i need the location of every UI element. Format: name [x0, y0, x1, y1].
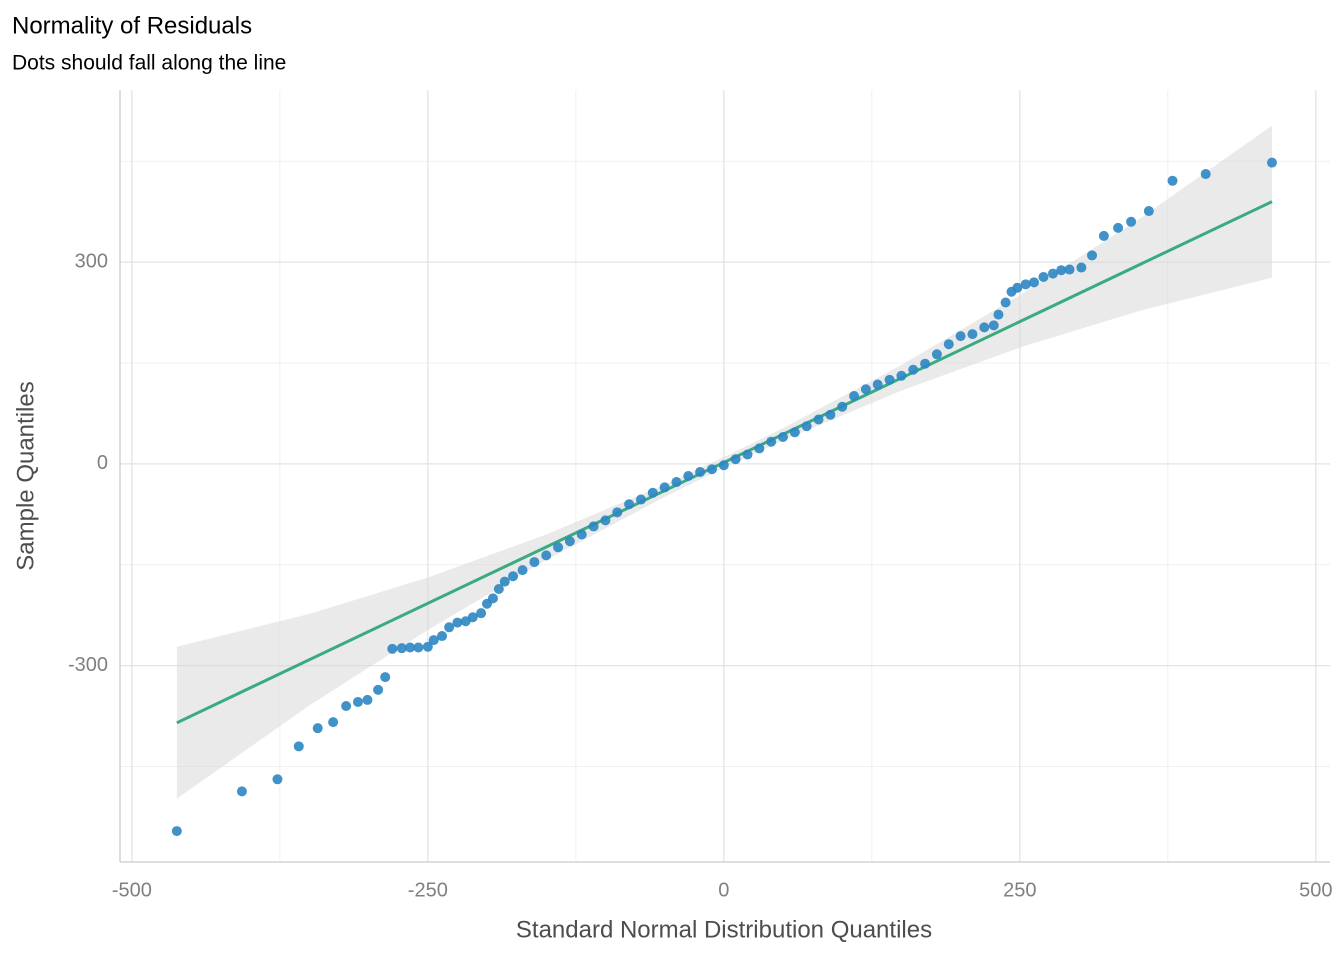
- point: [1167, 175, 1178, 186]
- point: [766, 436, 777, 447]
- point: [541, 550, 552, 561]
- point: [487, 593, 498, 604]
- point: [1266, 157, 1277, 168]
- point: [1012, 282, 1023, 293]
- point: [341, 700, 352, 711]
- point: [1076, 262, 1087, 273]
- point: [896, 370, 907, 381]
- x-tick-label: 500: [1299, 879, 1332, 901]
- point: [396, 643, 407, 654]
- point: [825, 409, 836, 420]
- point: [452, 617, 463, 628]
- point: [612, 507, 623, 518]
- point: [778, 431, 789, 442]
- point: [1020, 279, 1031, 290]
- point: [171, 826, 182, 837]
- point: [437, 631, 448, 642]
- point: [730, 454, 741, 465]
- point: [671, 477, 682, 488]
- point: [801, 421, 812, 432]
- point: [813, 414, 824, 425]
- point: [444, 622, 455, 633]
- y-tick-label: 300: [75, 250, 108, 272]
- point: [718, 460, 729, 471]
- point: [647, 487, 658, 498]
- y-tick-label: -300: [68, 654, 108, 676]
- point: [352, 696, 363, 707]
- point: [1038, 271, 1049, 282]
- point: [1126, 216, 1137, 227]
- x-tick-label: -250: [408, 879, 448, 901]
- point: [931, 349, 942, 360]
- x-tick-label: 0: [718, 879, 729, 901]
- point: [553, 542, 564, 553]
- point: [362, 694, 373, 705]
- point: [1056, 265, 1067, 276]
- point: [1098, 230, 1109, 241]
- point: [1143, 206, 1154, 217]
- point: [476, 608, 487, 619]
- point: [659, 482, 670, 493]
- point: [529, 557, 540, 568]
- point: [405, 642, 416, 653]
- point: [312, 723, 323, 734]
- point: [920, 358, 931, 369]
- point: [884, 374, 895, 385]
- point: [293, 741, 304, 752]
- point: [499, 576, 510, 587]
- point: [387, 643, 398, 654]
- point: [993, 309, 1004, 320]
- point: [624, 499, 635, 510]
- point: [742, 449, 753, 460]
- y-axis-label: Sample Quantiles: [12, 381, 39, 570]
- point: [789, 427, 800, 438]
- point: [508, 571, 519, 582]
- point: [1000, 297, 1011, 308]
- point: [988, 320, 999, 331]
- point: [467, 612, 478, 623]
- point: [872, 379, 883, 390]
- point: [860, 384, 871, 395]
- point: [683, 471, 694, 481]
- point: [837, 401, 848, 412]
- x-axis-label: Standard Normal Distribution Quantiles: [516, 916, 932, 943]
- point: [428, 635, 439, 646]
- point: [493, 583, 504, 594]
- point: [754, 443, 765, 454]
- point: [1200, 169, 1211, 180]
- point: [380, 672, 391, 683]
- point: [422, 641, 433, 652]
- point: [967, 329, 978, 340]
- point: [272, 774, 283, 785]
- y-tick-label: 0: [97, 452, 108, 474]
- point: [1113, 222, 1124, 233]
- point: [635, 494, 646, 505]
- point: [564, 536, 575, 547]
- point: [955, 331, 966, 342]
- point: [979, 322, 990, 333]
- x-tick-label: -500: [112, 879, 152, 901]
- point: [1064, 264, 1075, 275]
- point: [373, 684, 384, 695]
- point: [943, 339, 954, 350]
- point: [588, 521, 599, 532]
- chart-subtitle: Dots should fall along the line: [12, 52, 286, 75]
- point: [908, 364, 919, 375]
- point: [695, 466, 706, 477]
- point: [849, 390, 860, 401]
- point: [1047, 268, 1058, 279]
- point: [413, 642, 424, 653]
- x-tick-label: 250: [1003, 879, 1036, 901]
- point: [1029, 277, 1040, 288]
- point: [236, 786, 247, 797]
- point: [706, 464, 717, 475]
- point: [576, 529, 587, 540]
- chart-title: Normality of Residuals: [12, 12, 252, 39]
- point: [600, 515, 611, 526]
- point: [517, 565, 528, 576]
- point: [328, 717, 339, 728]
- point: [1087, 250, 1098, 261]
